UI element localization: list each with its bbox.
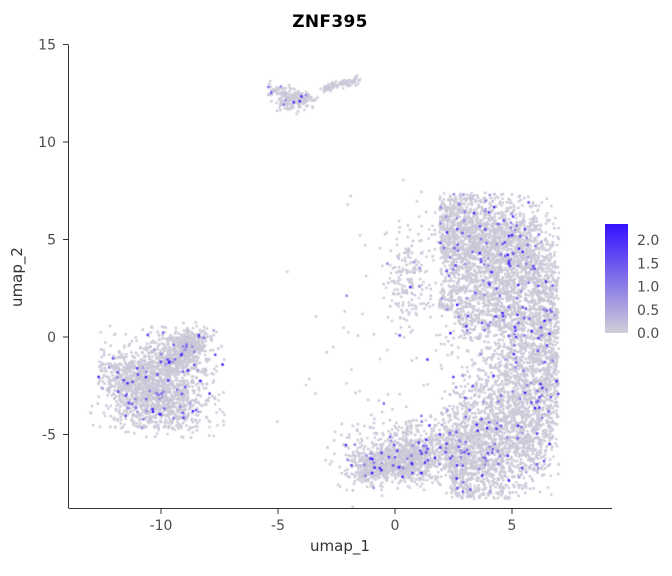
colorbar-gradient xyxy=(605,224,628,333)
colorbar xyxy=(605,224,628,333)
